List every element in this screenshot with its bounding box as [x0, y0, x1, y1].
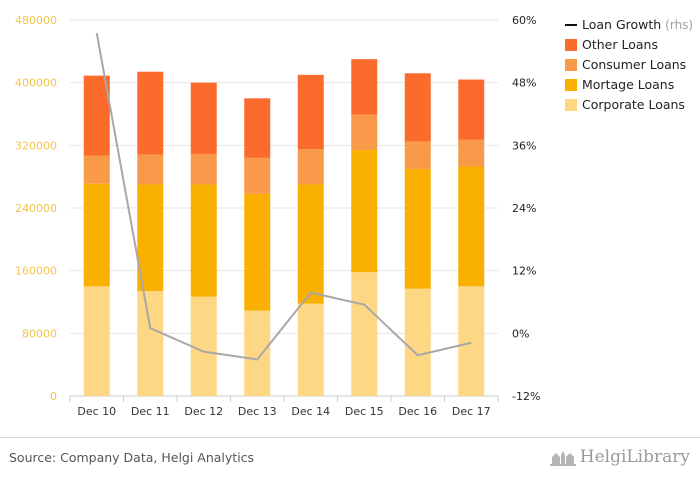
y-left-tick-label: 240000	[15, 202, 57, 215]
footer-divider	[0, 437, 700, 438]
bar-segment	[351, 114, 378, 151]
bar-segment	[244, 193, 271, 311]
legend-label-loan-growth: Loan Growth (rhs)	[582, 17, 693, 32]
y-left-tick-label: 0	[50, 390, 57, 403]
bar-segment	[458, 286, 485, 396]
bar-segment	[83, 155, 110, 184]
bar-segment	[458, 139, 485, 167]
y-left-tick-label: 400000	[15, 77, 57, 90]
source-note: Source: Company Data, Helgi Analytics	[9, 450, 255, 465]
bar-segment	[458, 166, 485, 287]
bar-segment	[297, 303, 324, 396]
bar-segment	[137, 184, 164, 292]
bar-segment	[137, 71, 164, 155]
legend-label: Mortage Loans	[582, 77, 674, 92]
bar-segment	[297, 74, 324, 150]
bar-segment	[404, 141, 431, 169]
legend-swatch	[565, 39, 577, 51]
legend-label: Other Loans	[582, 37, 658, 52]
bar-segment	[190, 82, 217, 154]
y-left-tick-label: 160000	[15, 265, 57, 278]
bar-segment	[83, 75, 110, 156]
y-right-tick-label: 12%	[512, 265, 536, 278]
bar-segment	[297, 149, 324, 185]
bar-segment	[190, 296, 217, 396]
y-right-tick-label: 60%	[512, 14, 536, 27]
bar-segment	[404, 168, 431, 289]
bar-segment	[190, 184, 217, 297]
bar-segment	[244, 98, 271, 158]
x-tick-label: Dec 15	[345, 405, 384, 418]
y-left-tick-label: 480000	[15, 14, 57, 27]
bar-segment	[137, 154, 164, 185]
y-right-tick-label: 0%	[512, 327, 529, 340]
loans-chart: 0 80000 160000 240000 320000 400000 480000 -12%…	[15, 14, 693, 418]
bar-segment	[190, 153, 217, 185]
bar-segment	[404, 73, 431, 142]
bar-segment	[351, 59, 378, 115]
library-building-icon	[549, 451, 576, 466]
x-tick-label: Dec 17	[452, 405, 491, 418]
x-tick-label: Dec 16	[398, 405, 437, 418]
y-left-tick-label: 80000	[22, 327, 57, 340]
bar-segment	[137, 291, 164, 396]
y-right-tick-label: 36%	[512, 139, 536, 152]
helgilibrary-logo[interactable]: HelgiLibrary	[549, 447, 690, 467]
y-right-tick-label: 24%	[512, 202, 536, 215]
bar-segment	[244, 157, 271, 194]
bar-segment	[351, 150, 378, 273]
bar-segment	[83, 183, 110, 287]
brand-name: HelgiLibrary	[579, 447, 690, 467]
legend-label: Corporate Loans	[582, 97, 685, 112]
x-tick-label: Dec 14	[291, 405, 330, 418]
x-tick-label: Dec 12	[184, 405, 223, 418]
legend-label: Consumer Loans	[582, 57, 686, 72]
y-right-tick-label: -12%	[512, 390, 540, 403]
bar-segment	[351, 272, 378, 396]
bar-segment	[297, 184, 324, 304]
bar-segment	[83, 286, 110, 396]
y-right-tick-label: 48%	[512, 77, 536, 90]
x-tick-label: Dec 10	[77, 405, 116, 418]
legend-swatch	[565, 99, 577, 111]
loan-growth-line	[95, 32, 472, 361]
legend-swatch	[565, 79, 577, 91]
x-tick-label: Dec 13	[238, 405, 277, 418]
bar-segment	[244, 310, 271, 396]
y-left-tick-label: 320000	[15, 139, 57, 152]
bar-segment	[404, 288, 431, 396]
x-tick-label: Dec 11	[131, 405, 170, 418]
legend-swatch	[565, 59, 577, 71]
bar-segment	[458, 79, 485, 140]
